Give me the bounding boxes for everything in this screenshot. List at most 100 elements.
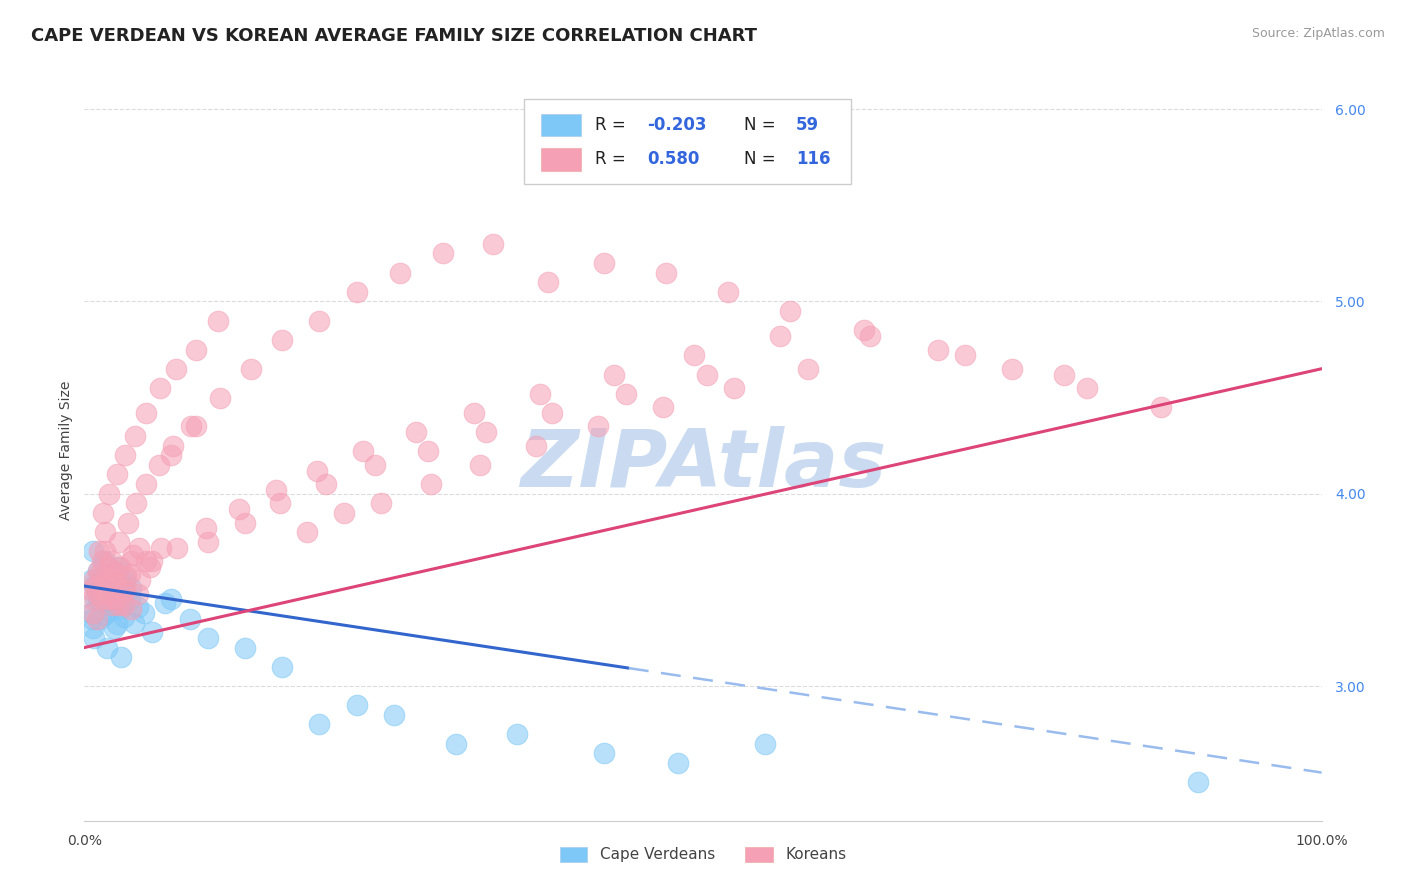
Point: [346, 285, 368, 299]
Point: [127, 587, 149, 601]
Point: [121, 548, 143, 562]
Point: [98, 559, 121, 574]
Point: [388, 266, 411, 280]
Point: [1150, 400, 1173, 414]
Point: [80, 612, 103, 626]
Point: [655, 266, 678, 280]
Point: [859, 329, 882, 343]
Point: [797, 361, 820, 376]
Point: [444, 737, 467, 751]
Point: [529, 386, 551, 401]
Point: [103, 574, 125, 588]
Point: [87, 587, 110, 601]
Point: [537, 275, 560, 289]
Point: [89, 582, 111, 597]
Point: [228, 502, 250, 516]
Bar: [541, 148, 581, 170]
Point: [96, 640, 118, 655]
Point: [82, 544, 104, 558]
Text: -0.203: -0.203: [647, 116, 707, 134]
Text: Source: ZipAtlas.com: Source: ZipAtlas.com: [1251, 27, 1385, 40]
Point: [754, 737, 776, 751]
Point: [98, 589, 121, 603]
Point: [84, 592, 107, 607]
Text: R =: R =: [595, 151, 626, 169]
Text: 0.580: 0.580: [647, 151, 700, 169]
Point: [475, 425, 498, 440]
Point: [80, 592, 103, 607]
Point: [723, 381, 745, 395]
Point: [696, 368, 718, 382]
Point: [112, 599, 135, 613]
Point: [104, 592, 127, 607]
Point: [89, 567, 111, 582]
Point: [86, 612, 108, 626]
Point: [346, 698, 368, 713]
Point: [162, 439, 184, 453]
Text: CAPE VERDEAN VS KOREAN AVERAGE FAMILY SIZE CORRELATION CHART: CAPE VERDEAN VS KOREAN AVERAGE FAMILY SI…: [31, 27, 756, 45]
Point: [120, 554, 142, 568]
Point: [184, 343, 207, 357]
Point: [129, 574, 152, 588]
Point: [83, 631, 105, 645]
Point: [769, 329, 792, 343]
Point: [779, 304, 801, 318]
Point: [91, 574, 114, 588]
Point: [652, 400, 675, 414]
Point: [86, 582, 108, 597]
Point: [197, 631, 219, 645]
Point: [120, 581, 142, 595]
Point: [524, 439, 547, 453]
Point: [87, 591, 110, 605]
Point: [233, 640, 256, 655]
Point: [103, 621, 125, 635]
Point: [481, 236, 503, 251]
Point: [90, 592, 112, 607]
Point: [100, 599, 122, 613]
Text: N =: N =: [744, 151, 776, 169]
Point: [107, 559, 129, 574]
Text: R =: R =: [595, 116, 626, 134]
Point: [120, 592, 142, 607]
Point: [82, 606, 104, 620]
Point: [93, 607, 115, 622]
Point: [98, 567, 121, 582]
Point: [463, 406, 485, 420]
Point: [614, 386, 637, 401]
Point: [382, 707, 405, 722]
Point: [87, 564, 110, 578]
Point: [852, 323, 875, 337]
Point: [93, 554, 115, 568]
Point: [125, 496, 148, 510]
Point: [370, 496, 392, 510]
Point: [91, 506, 114, 520]
Point: [101, 564, 124, 578]
Point: [506, 727, 529, 741]
Point: [233, 516, 256, 530]
Point: [153, 596, 176, 610]
Point: [103, 587, 125, 601]
Point: [333, 506, 356, 520]
Point: [84, 579, 107, 593]
Point: [122, 615, 145, 630]
Point: [90, 554, 112, 568]
Point: [83, 574, 105, 588]
Point: [135, 554, 157, 568]
Point: [87, 564, 110, 578]
Point: [79, 582, 101, 597]
Point: [179, 612, 201, 626]
Point: [98, 604, 121, 618]
Point: [96, 579, 118, 593]
Point: [352, 444, 374, 458]
Point: [1001, 361, 1024, 376]
Point: [593, 256, 616, 270]
Point: [184, 419, 207, 434]
Point: [108, 571, 131, 585]
Point: [135, 406, 157, 420]
Point: [114, 582, 136, 597]
Point: [150, 541, 173, 555]
Point: [541, 406, 564, 420]
Point: [111, 599, 134, 613]
Point: [139, 559, 162, 574]
Text: 116: 116: [796, 151, 831, 169]
